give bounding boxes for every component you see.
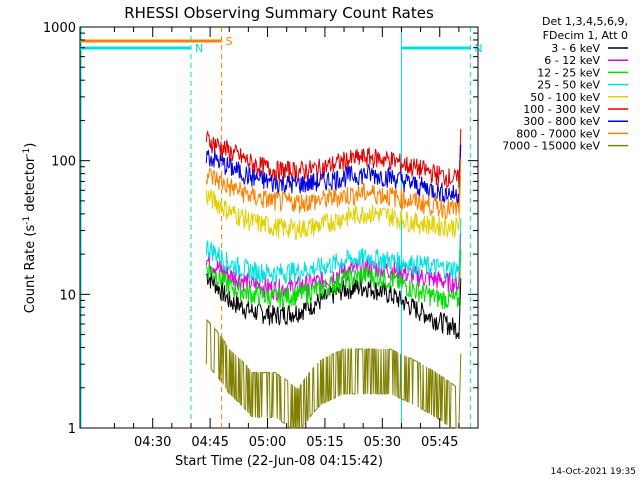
legend-label-7: 800 - 7000 keV xyxy=(516,127,600,140)
y-axis-label: Count Rate (s-1 detector-1) xyxy=(22,143,38,314)
chart-title: RHESSI Observing Summary Count Rates xyxy=(124,4,434,22)
legend-label-6: 300 - 800 keV xyxy=(523,115,600,128)
footer-date: 14-Oct-2021 19:35 xyxy=(551,467,636,477)
flag-label-n: N xyxy=(474,42,482,55)
series-line-7 xyxy=(205,158,462,220)
y-tick-label: 1 xyxy=(68,422,76,437)
series-line-5 xyxy=(205,128,462,190)
y-tick-label: 1000 xyxy=(43,21,76,36)
legend-label-0: 3 - 6 keV xyxy=(551,42,600,55)
plot-frame xyxy=(79,26,479,429)
series-line-2 xyxy=(205,249,462,310)
y-axis: 1 10 100 1000 xyxy=(43,21,478,437)
legend-label-4: 50 - 100 keV xyxy=(530,91,600,104)
series-line-4 xyxy=(205,175,462,241)
y-tick-label: 10 xyxy=(59,288,76,303)
legend-header-2: FDecim 1, Att 0 xyxy=(543,29,628,42)
legend-label-8: 7000 - 15000 keV xyxy=(502,140,600,153)
series-line-3 xyxy=(205,218,462,284)
x-tick-label: 05:00 xyxy=(249,435,286,450)
flag-label-s: S xyxy=(226,35,233,48)
legend: Det 1,3,4,5,6,9, FDecim 1, Att 0 3 - 6 k… xyxy=(502,15,628,153)
legend-header-1: Det 1,3,4,5,6,9, xyxy=(542,15,628,28)
legend-label-3: 25 - 50 keV xyxy=(537,79,600,92)
x-tick-label: 05:30 xyxy=(364,435,401,450)
x-tick-label: 04:30 xyxy=(134,435,171,450)
series-line-6 xyxy=(205,144,462,206)
series-group xyxy=(205,128,462,430)
x-tick-label: 05:15 xyxy=(306,435,343,450)
series-line-8 xyxy=(205,318,462,430)
x-tick-label: 04:45 xyxy=(191,435,228,450)
legend-label-1: 6 - 12 keV xyxy=(544,54,600,67)
legend-label-5: 100 - 300 keV xyxy=(523,103,600,116)
legend-label-2: 12 - 25 keV xyxy=(537,66,600,79)
y-tick-label: 100 xyxy=(51,155,76,170)
series-line-0 xyxy=(205,271,462,340)
x-axis-label: Start Time (22-Jun-08 04:15:42) xyxy=(175,454,383,469)
x-tick-label: 05:45 xyxy=(421,435,458,450)
x-axis: 04:30 04:45 05:00 05:15 05:30 05:45 xyxy=(113,27,479,450)
flag-label-n: N xyxy=(195,42,203,55)
